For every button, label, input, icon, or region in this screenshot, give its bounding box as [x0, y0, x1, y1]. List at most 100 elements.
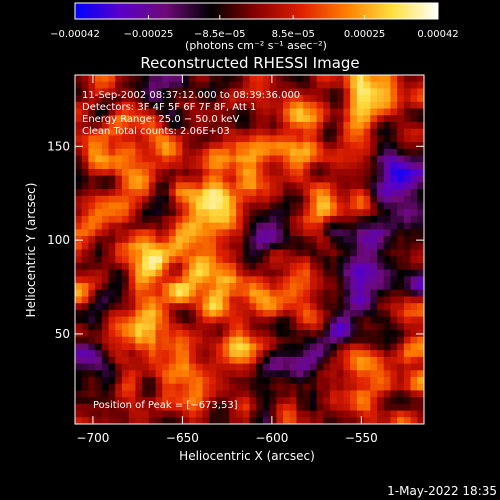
heatmap-cell	[175, 303, 183, 311]
heatmap-cell	[222, 242, 230, 250]
heatmap-cell	[417, 350, 424, 358]
heatmap-cell	[296, 303, 304, 311]
heatmap-cell	[262, 195, 271, 204]
heatmap-cell	[390, 403, 398, 412]
heatmap-cell	[356, 128, 365, 136]
heatmap-cell	[303, 356, 311, 365]
heatmap-cell	[316, 95, 324, 103]
heatmap-cell	[75, 215, 83, 224]
heatmap-cell	[229, 88, 237, 96]
heatmap-cell	[95, 316, 103, 324]
heatmap-cell	[81, 403, 89, 412]
heatmap-cell	[182, 215, 190, 224]
heatmap-cell	[417, 128, 424, 136]
heatmap-cell	[236, 383, 244, 391]
heatmap-cell	[289, 155, 297, 163]
heatmap-cell	[377, 269, 385, 277]
heatmap-cell	[296, 95, 304, 103]
heatmap-cell	[75, 363, 83, 371]
heatmap-cell	[283, 256, 291, 264]
heatmap-cell	[148, 410, 157, 418]
heatmap-cell	[121, 209, 130, 217]
heatmap-cell	[370, 410, 378, 418]
heatmap-cell	[397, 289, 405, 297]
heatmap-cell	[168, 350, 177, 358]
heatmap-cell	[330, 242, 338, 250]
heatmap-cell	[403, 209, 412, 217]
peak-position-label: Position of Peak = [−673,53]	[93, 400, 238, 411]
heatmap-cell	[410, 309, 418, 318]
heatmap-cell	[155, 88, 163, 96]
heatmap-cell	[175, 155, 183, 163]
heatmap-cell	[142, 356, 150, 365]
heatmap-cell	[202, 168, 210, 177]
heatmap-cell	[283, 289, 291, 297]
heatmap-cell	[95, 242, 103, 250]
heatmap-cell	[148, 383, 157, 391]
heatmap-cell	[182, 323, 190, 331]
heatmap-cell	[262, 303, 271, 311]
heatmap-cell	[403, 417, 412, 424]
heatmap-cell	[189, 269, 197, 277]
heatmap-cell	[283, 128, 291, 136]
heatmap-cell	[162, 397, 170, 405]
heatmap-cell	[182, 148, 190, 157]
heatmap-cell	[363, 383, 371, 391]
heatmap-cell	[202, 309, 210, 318]
heatmap-cell	[142, 162, 150, 170]
heatmap-cell	[81, 215, 89, 224]
heatmap-cell	[383, 397, 391, 405]
heatmap-cell	[256, 182, 264, 190]
heatmap-cell	[236, 88, 244, 96]
info-overlay: 11-Sep-2002 08:37:12.000 to 08:39:36.000…	[82, 90, 300, 411]
heatmap-cell	[229, 168, 237, 177]
heatmap-cell	[363, 249, 371, 257]
heatmap-cell	[189, 229, 197, 237]
heatmap-cell	[209, 189, 217, 197]
heatmap-cell	[215, 276, 224, 284]
heatmap-cell	[390, 383, 398, 391]
heatmap-cell	[343, 356, 351, 365]
heatmap-cell	[75, 135, 83, 143]
heatmap-cell	[222, 236, 230, 244]
heatmap-cell	[276, 75, 284, 83]
heatmap-cell	[229, 182, 237, 190]
heatmap-cell	[256, 336, 264, 344]
heatmap-cell	[403, 269, 412, 277]
heatmap-cell	[121, 276, 130, 284]
heatmap-cell	[108, 397, 116, 405]
heatmap-cell	[175, 162, 183, 170]
heatmap-cell	[363, 148, 371, 157]
heatmap-cell	[330, 356, 338, 365]
heatmap-cell	[128, 390, 136, 398]
heatmap-cell	[350, 323, 358, 331]
heatmap-cell	[303, 81, 311, 89]
heatmap-cell	[410, 236, 418, 244]
heatmap-cell	[390, 101, 398, 110]
heatmap-cell	[142, 276, 150, 284]
heatmap-cell	[350, 142, 358, 150]
heatmap-cell	[383, 356, 391, 365]
heatmap-cell	[403, 162, 412, 170]
heatmap-cell	[249, 142, 257, 150]
heatmap-cell	[256, 417, 264, 424]
heatmap-cell	[128, 383, 136, 391]
heatmap-cell	[350, 88, 358, 96]
heatmap-cell	[377, 242, 385, 250]
heatmap-cell	[403, 397, 412, 405]
heatmap-cell	[256, 269, 264, 277]
heatmap-cell	[383, 162, 391, 170]
heatmap-cell	[108, 229, 116, 237]
heatmap-cell	[95, 403, 103, 412]
heatmap-cell	[316, 309, 324, 318]
heatmap-cell	[410, 316, 418, 324]
heatmap-cell	[108, 276, 116, 284]
heatmap-cell	[88, 410, 96, 418]
heatmap-cell	[195, 148, 204, 157]
heatmap-cell	[356, 343, 365, 351]
heatmap-cell	[115, 115, 123, 123]
heatmap-cell	[356, 135, 365, 143]
heatmap-cell	[256, 128, 264, 136]
heatmap-cell	[121, 215, 130, 224]
heatmap-cell	[195, 115, 204, 123]
